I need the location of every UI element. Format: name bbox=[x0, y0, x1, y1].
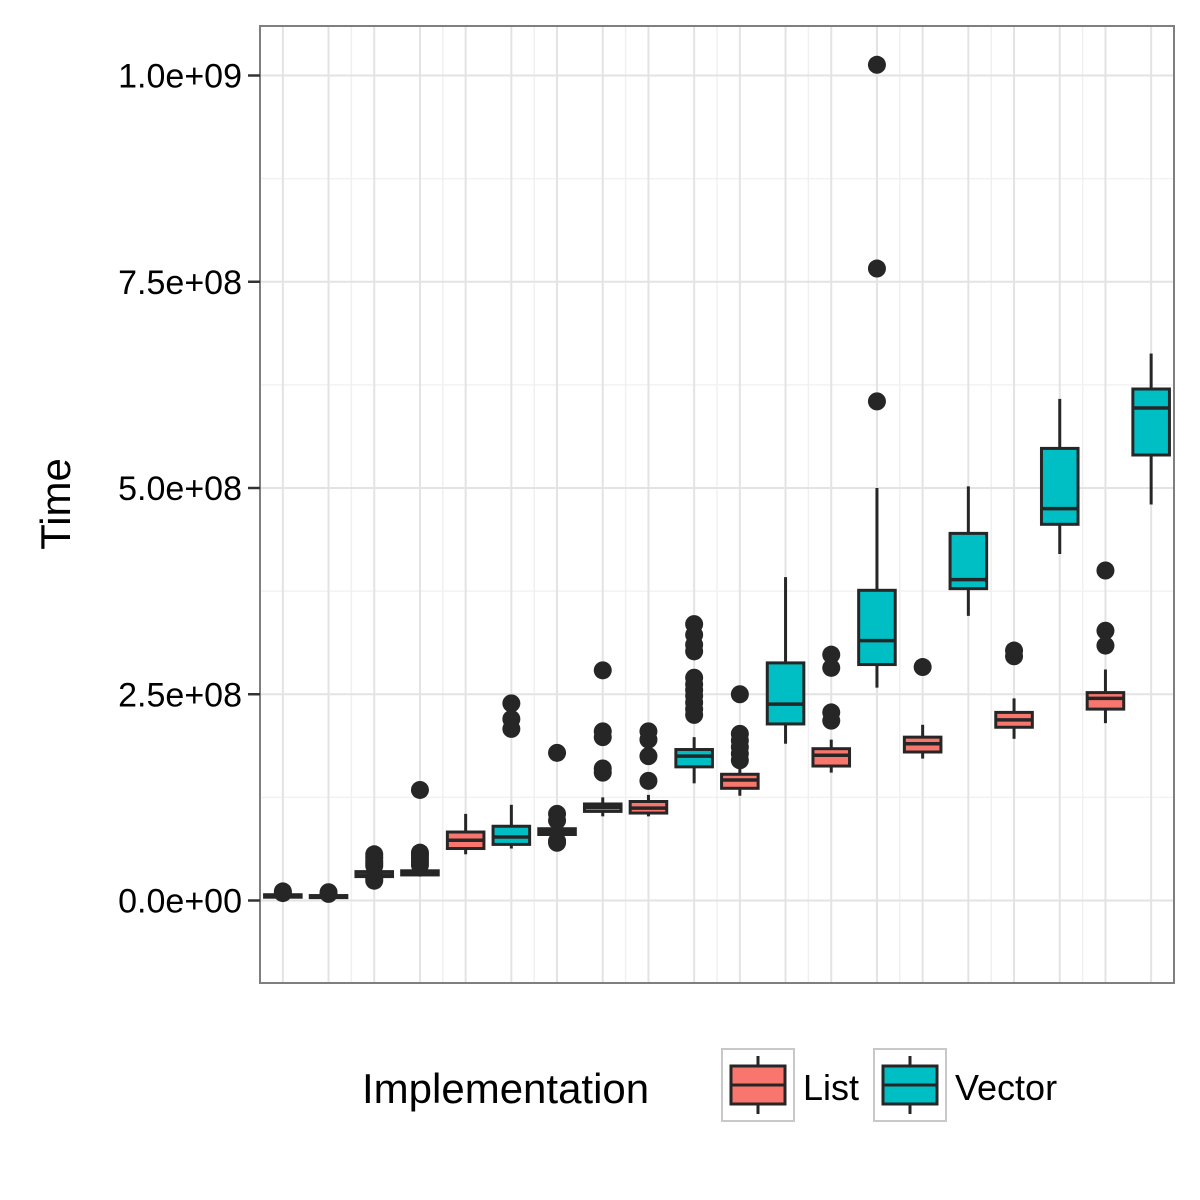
box-list bbox=[537, 743, 577, 852]
outlier-point bbox=[502, 694, 521, 713]
box-vector bbox=[857, 55, 897, 688]
box-list bbox=[1085, 561, 1126, 724]
outlier-point bbox=[548, 833, 567, 852]
outlier-point bbox=[502, 719, 521, 738]
outlier-point bbox=[867, 259, 886, 278]
outlier-point bbox=[685, 705, 704, 724]
box-vector bbox=[1131, 353, 1171, 505]
box-vector bbox=[948, 486, 989, 616]
outlier-point bbox=[867, 392, 886, 411]
outlier-point bbox=[730, 685, 749, 704]
outlier-point bbox=[1005, 647, 1024, 666]
outlier-point bbox=[867, 55, 886, 74]
y-axis-title: Time bbox=[32, 458, 79, 550]
outlier-point bbox=[548, 743, 567, 762]
box-iqr bbox=[765, 661, 806, 726]
box-iqr bbox=[1085, 691, 1126, 711]
outlier-point bbox=[685, 642, 704, 661]
outlier-point bbox=[365, 871, 384, 890]
box-group bbox=[537, 661, 623, 852]
box-list bbox=[994, 641, 1034, 739]
outlier-point bbox=[1096, 561, 1115, 580]
box-list bbox=[902, 658, 943, 759]
outlier-point bbox=[593, 763, 612, 782]
grid-minor bbox=[260, 26, 1174, 983]
box-list bbox=[811, 645, 852, 773]
outlier-point bbox=[410, 780, 429, 799]
outlier-point bbox=[822, 645, 841, 664]
y-tick-label: 5.0e+08 bbox=[118, 470, 242, 508]
legend-label-list: List bbox=[803, 1067, 859, 1108]
outlier-point bbox=[639, 771, 658, 790]
y-tick-label: 1.0e+09 bbox=[118, 58, 242, 96]
outlier-point bbox=[319, 884, 338, 903]
box-list bbox=[628, 722, 669, 817]
y-tick-label: 2.5e+08 bbox=[118, 676, 242, 714]
box-iqr bbox=[857, 588, 897, 667]
y-tick-label: 7.5e+08 bbox=[118, 264, 242, 302]
y-tick-label: 0.0e+00 bbox=[118, 883, 242, 921]
outlier-point bbox=[548, 811, 567, 830]
box-iqr bbox=[674, 748, 714, 769]
legend-item-list: List bbox=[721, 1048, 859, 1122]
box-group bbox=[263, 882, 349, 903]
outlier-point bbox=[822, 658, 841, 677]
legend-title: Implementation bbox=[362, 1065, 649, 1112]
box-list bbox=[445, 813, 486, 855]
outlier-point bbox=[730, 751, 749, 770]
box-vector bbox=[308, 883, 349, 903]
legend-item-vector: Vector bbox=[873, 1048, 1057, 1122]
box-list bbox=[263, 882, 303, 903]
box-group bbox=[811, 55, 897, 773]
box-list bbox=[354, 845, 395, 890]
box-group bbox=[445, 694, 532, 855]
panel-border bbox=[259, 25, 1175, 984]
outlier-point bbox=[639, 730, 658, 749]
box-vector bbox=[400, 780, 440, 877]
box-vector bbox=[765, 577, 806, 744]
outlier-point bbox=[273, 884, 292, 903]
legend-label-vector: Vector bbox=[955, 1067, 1057, 1108]
box-vector bbox=[582, 661, 623, 817]
box-vector bbox=[1039, 398, 1080, 554]
outlier-point bbox=[593, 661, 612, 680]
outlier-point bbox=[1096, 636, 1115, 655]
box-vector bbox=[491, 694, 532, 849]
box-group bbox=[994, 398, 1080, 739]
box-group bbox=[720, 577, 806, 796]
outlier-point bbox=[1096, 621, 1115, 640]
outlier-point bbox=[639, 747, 658, 766]
box-group bbox=[354, 780, 440, 890]
box-vector bbox=[674, 615, 714, 784]
legend: Implementation List Vector bbox=[362, 1048, 1057, 1122]
box-group bbox=[902, 486, 989, 759]
boxes bbox=[263, 55, 1171, 903]
y-axis: 0.0e+00 2.5e+08 5.0e+08 7.5e+08 1.0e+09 bbox=[118, 58, 260, 921]
outlier-point bbox=[410, 856, 429, 875]
plot-area bbox=[259, 25, 1175, 984]
box-group bbox=[1085, 353, 1171, 724]
outlier-point bbox=[822, 711, 841, 730]
outlier-point bbox=[913, 658, 932, 677]
box-iqr bbox=[1131, 387, 1171, 457]
outlier-point bbox=[593, 728, 612, 747]
box-iqr bbox=[811, 747, 852, 768]
box-group bbox=[628, 615, 714, 817]
outlier-point bbox=[365, 856, 384, 875]
box-list bbox=[720, 685, 760, 796]
box-iqr bbox=[1039, 446, 1080, 526]
